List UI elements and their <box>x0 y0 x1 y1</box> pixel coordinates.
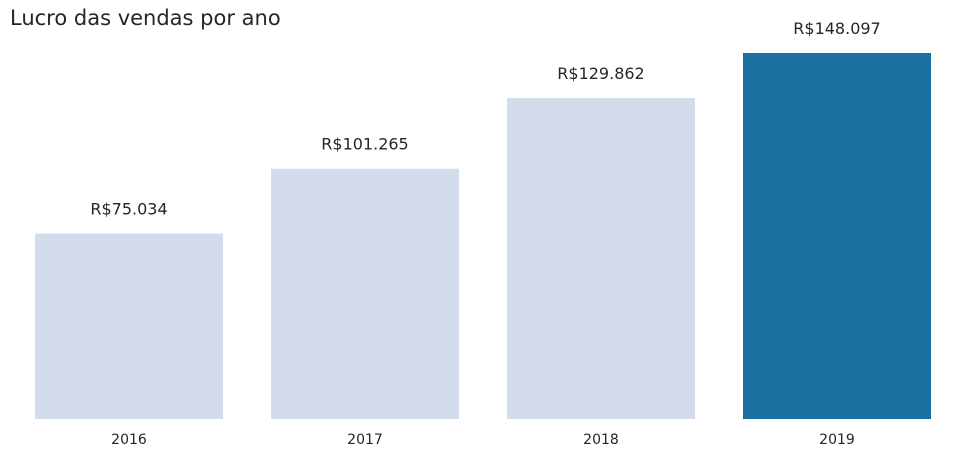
x-tick-label-2016: 2016 <box>111 432 147 448</box>
x-tick-label-2017: 2017 <box>347 432 383 448</box>
bar-2018 <box>507 98 695 419</box>
bar-2019 <box>743 53 931 419</box>
chart-title: Lucro das vendas por ano <box>10 6 281 30</box>
x-tick-labels-layer: 2016 2017 2018 2019 <box>111 432 855 448</box>
x-tick-label-2019: 2019 <box>819 432 855 448</box>
value-label-2017: R$101.265 <box>321 135 408 154</box>
bar-2017 <box>271 168 459 419</box>
bars-layer <box>35 53 931 419</box>
x-tick-label-2018: 2018 <box>583 432 619 448</box>
bar-2016 <box>35 233 223 419</box>
value-label-2016: R$75.034 <box>90 200 167 219</box>
value-labels-layer: R$75.034 R$101.265 R$129.862 R$148.097 <box>90 19 880 219</box>
value-label-2019: R$148.097 <box>793 19 880 38</box>
value-label-2018: R$129.862 <box>557 64 644 83</box>
